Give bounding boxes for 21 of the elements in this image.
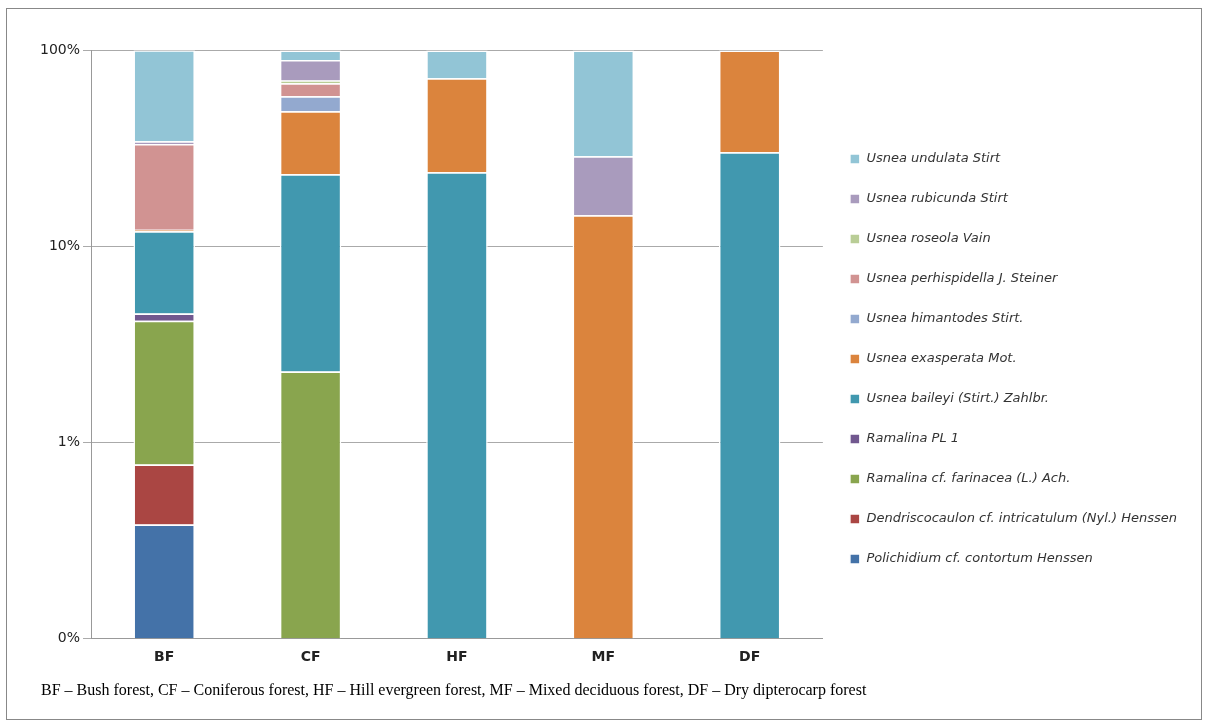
legend-label: Dendriscocaulon cf. intricatulum (Nyl.) Henssen bbox=[866, 510, 1178, 526]
legend-label: Usnea undulata Stirt bbox=[866, 150, 1002, 166]
text: BF – Bush forest, CF – Coniferous forest, HF – Hill evergreen forest, MF – Mixed deciduous forest, DF – Dry dipterocarp forest bbox=[41, 681, 867, 699]
y-tick-label: 0% bbox=[57, 628, 81, 645]
legend-label: Usnea roseola Vain bbox=[866, 230, 991, 246]
legend-label: Usnea himantodes Stirt. bbox=[866, 310, 1024, 326]
x-tick-label: BF bbox=[154, 648, 175, 665]
x-tick-label: CF bbox=[300, 648, 321, 665]
legend-label: Ramalina cf. farinacea (L.) Ach. bbox=[866, 470, 1071, 486]
legend-label: Usnea baileyi (Stirt.) Zahlbr. bbox=[866, 390, 1049, 406]
x-tick-label: MF bbox=[591, 648, 616, 665]
y-tick-label: 10% bbox=[48, 236, 81, 253]
x-tick-label: DF bbox=[739, 648, 761, 665]
legend-label: Usnea rubicunda Stirt bbox=[866, 190, 1009, 206]
legend-label: Usnea perhispidella J. Steiner bbox=[866, 270, 1059, 286]
y-tick-label: 100% bbox=[39, 41, 81, 58]
legend-label: Ramalina PL 1 bbox=[866, 430, 960, 446]
x-tick-label: HF bbox=[446, 648, 468, 665]
legend-label: Polichidium cf. contortum Henssen bbox=[866, 550, 1093, 566]
y-tick-label: 1% bbox=[57, 432, 81, 449]
legend-label: Usnea exasperata Mot. bbox=[866, 350, 1017, 366]
